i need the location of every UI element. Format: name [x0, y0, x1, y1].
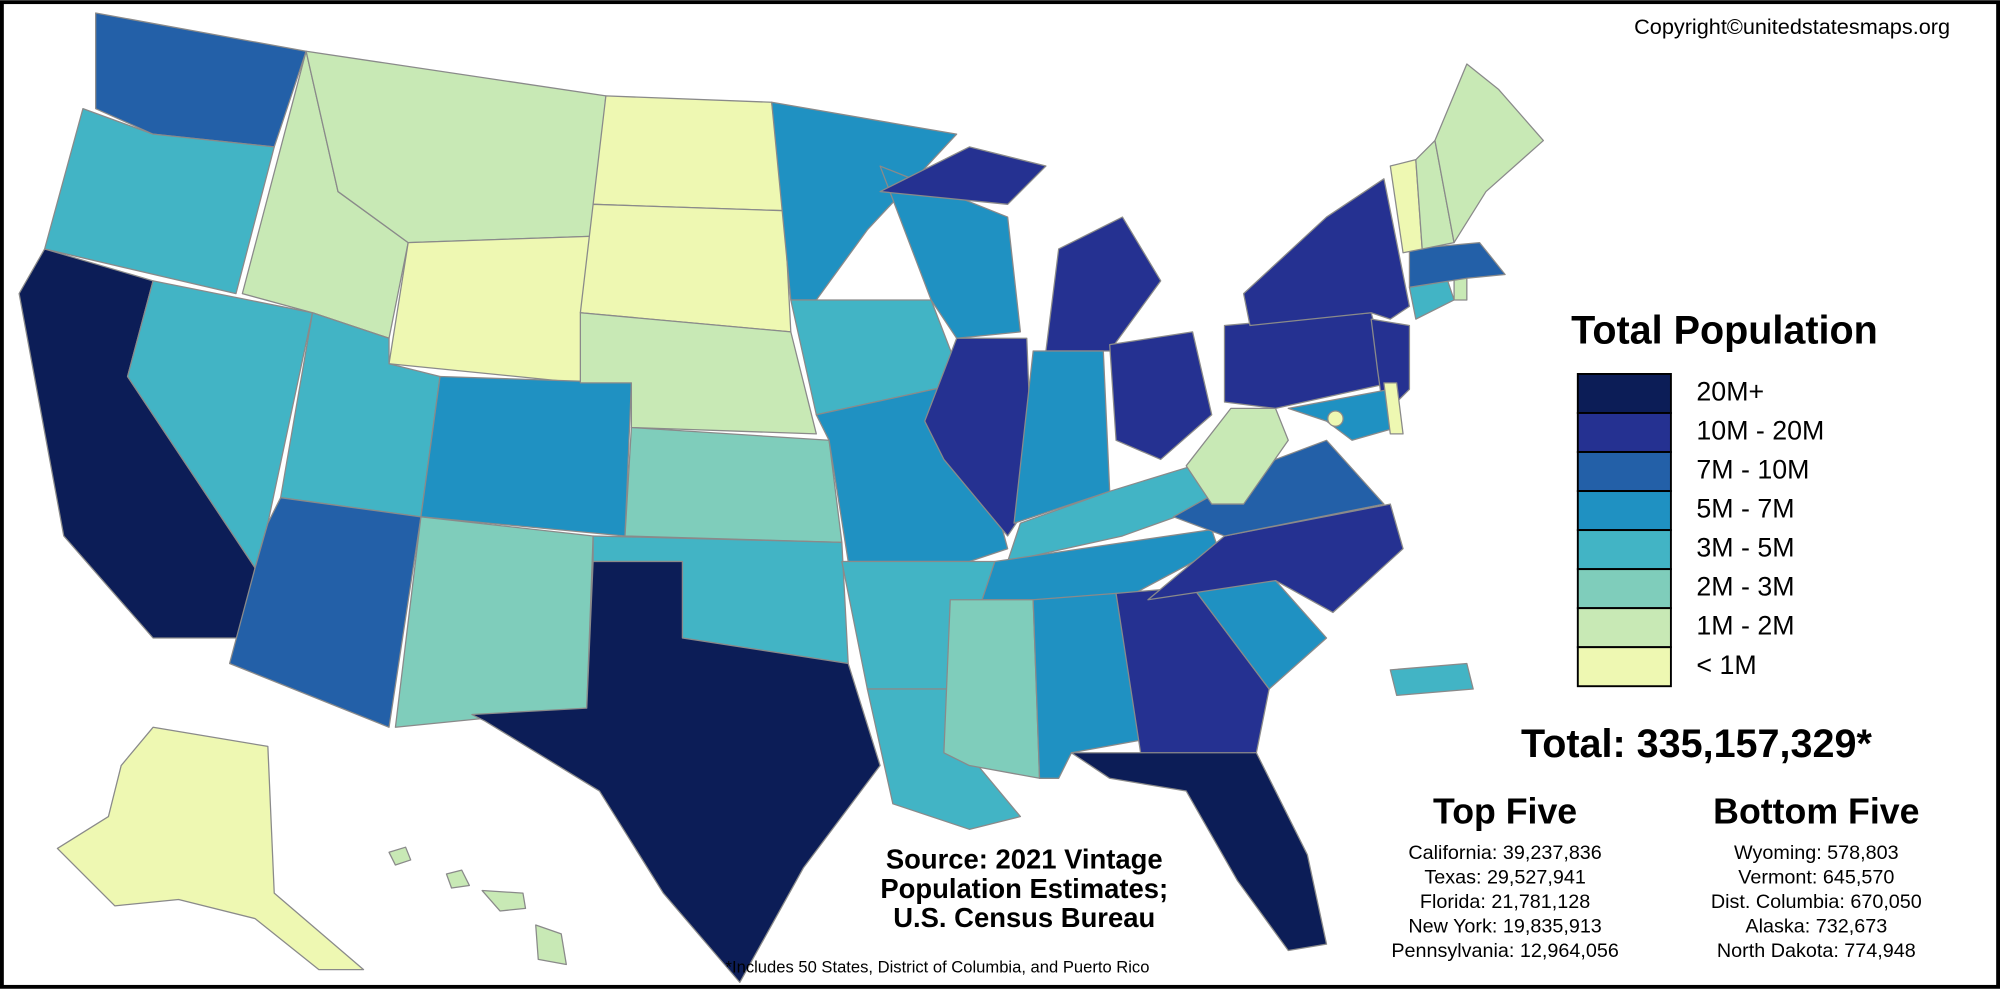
rhode-island — [1453, 277, 1468, 301]
legend-swatch — [1576, 568, 1672, 610]
wyoming — [388, 235, 594, 384]
legend-label: 20M+ — [1696, 377, 1764, 407]
legend-label: 3M - 5M — [1696, 533, 1794, 563]
north-dakota — [592, 95, 786, 212]
rank-entry: Pennsylvania: 12,964,056 — [1391, 940, 1618, 962]
legend-label: 10M - 20M — [1696, 416, 1824, 446]
source-line: U.S. Census Bureau — [893, 902, 1155, 933]
legend-swatch — [1576, 607, 1672, 649]
oregon — [44, 108, 275, 295]
wisconsin — [879, 165, 1022, 339]
legend-swatch — [1576, 490, 1672, 532]
maine — [1434, 63, 1545, 244]
mississippi — [943, 599, 1041, 779]
legend-label: < 1M — [1696, 650, 1756, 680]
rank-entry: New York: 19,835,913 — [1408, 916, 1601, 938]
new-mexico — [394, 516, 594, 728]
texas — [471, 560, 881, 984]
kansas — [624, 426, 843, 543]
hawaii — [481, 889, 527, 912]
legend: 20M+ 10M - 20M 7M - 10M 5M - 7M 3M - 5M 2M - … — [1576, 373, 1824, 688]
bottom-five-title: Bottom Five — [1713, 791, 1919, 831]
legend-label: 7M - 10M — [1696, 455, 1809, 485]
legend-swatch — [1576, 373, 1672, 414]
copyright: Copyright©unitedstatesmaps.org — [1634, 14, 1950, 39]
ohio — [1109, 331, 1213, 461]
rank-entry: Texas: 29,527,941 — [1424, 866, 1586, 888]
legend-swatch — [1576, 529, 1672, 571]
illinois — [924, 337, 1034, 537]
top-five-title: Top Five — [1433, 791, 1577, 831]
legend-label: 1M - 2M — [1696, 611, 1794, 641]
puerto-rico — [1389, 662, 1474, 697]
rank-entry: California: 39,237,836 — [1408, 842, 1601, 864]
tennessee — [981, 528, 1219, 601]
legend-label: 5M - 7M — [1696, 494, 1794, 524]
rank-entry: Dist. Columbia: 670,050 — [1711, 891, 1922, 913]
legend-swatch — [1576, 412, 1672, 453]
minnesota — [771, 101, 958, 301]
rank-entry: Florida: 21,781,128 — [1420, 891, 1590, 913]
hawaii — [535, 924, 567, 966]
florida — [1070, 752, 1328, 952]
massachusetts — [1408, 241, 1506, 288]
legend-swatch — [1576, 646, 1672, 688]
source-line: Population Estimates; — [880, 873, 1168, 904]
alaska — [56, 726, 365, 971]
states — [18, 12, 1545, 984]
legend-title: Total Population — [1571, 309, 1878, 353]
rank-entry: Alaska: 732,673 — [1745, 916, 1887, 938]
source-line: Source: 2021 Vintage — [886, 843, 1163, 874]
district-of-columbia — [1327, 410, 1344, 427]
michigan — [1045, 216, 1162, 352]
west-virginia — [1185, 407, 1289, 505]
south-dakota — [579, 203, 792, 333]
hawaii — [445, 869, 471, 889]
new-york — [1242, 178, 1411, 327]
michigan-upper — [879, 146, 1047, 205]
colorado — [420, 375, 633, 537]
delaware — [1383, 382, 1404, 435]
rank-entry: Vermont: 645,570 — [1738, 866, 1894, 888]
footnote: *Includes 50 States, District of Columbi… — [726, 958, 1150, 977]
hawaii — [388, 846, 412, 866]
legend-swatch — [1576, 451, 1672, 493]
total: Total: 335,157,329* — [1521, 722, 1872, 766]
rank-entry: Wyoming: 578,803 — [1734, 842, 1899, 864]
legend-label: 2M - 3M — [1696, 572, 1794, 602]
rank-entry: North Dakota: 774,948 — [1717, 940, 1916, 962]
